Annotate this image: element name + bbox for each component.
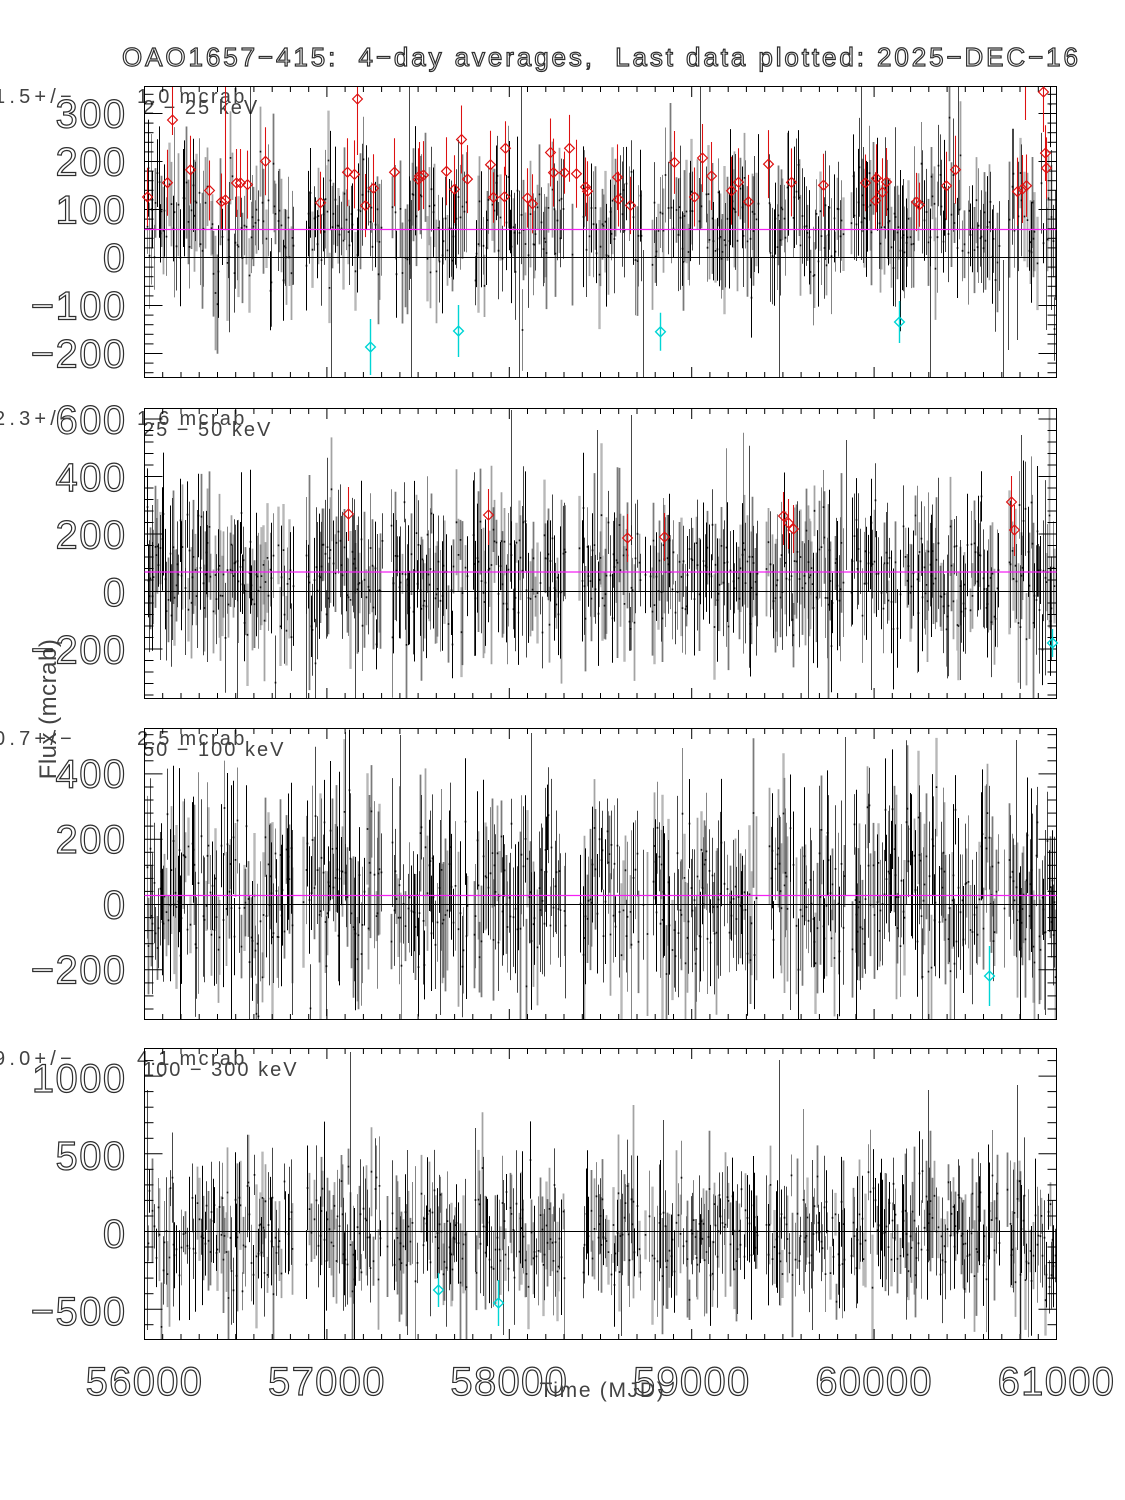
svg-text:0: 0 (103, 883, 127, 927)
svg-text:1000: 1000 (32, 1057, 127, 1101)
svg-text:500: 500 (56, 1135, 127, 1179)
svg-text:−200: −200 (31, 628, 127, 672)
svg-text:0: 0 (103, 571, 127, 615)
svg-text:400: 400 (56, 753, 127, 797)
svg-text:2.3+/−: 2.3+/− (0, 408, 76, 430)
svg-text:2 − 25 keV: 2 − 25 keV (143, 97, 259, 119)
svg-text:25 − 50 keV: 25 − 50 keV (143, 419, 272, 441)
svg-text:Flux (mcrab): Flux (mcrab) (35, 639, 62, 780)
svg-text:9.0+/−: 9.0+/− (0, 1048, 76, 1070)
svg-text:−200: −200 (31, 949, 127, 993)
svg-text:0: 0 (103, 236, 127, 280)
svg-text:−100: −100 (31, 284, 127, 328)
svg-text:100 − 300 keV: 100 − 300 keV (143, 1059, 299, 1081)
svg-text:0.7+/−: 0.7+/− (0, 728, 76, 750)
svg-text:400: 400 (56, 456, 127, 500)
svg-text:−500: −500 (31, 1290, 127, 1334)
svg-text:61000: 61000 (998, 1360, 1116, 1404)
svg-text:600: 600 (56, 398, 127, 442)
svg-text:−200: −200 (31, 332, 127, 376)
svg-text:200: 200 (56, 513, 127, 557)
svg-text:OAO1657−415: 4−day averages,: OAO1657−415: 4−day averages, Last data p… (122, 42, 1081, 72)
svg-text:0: 0 (103, 1212, 127, 1256)
svg-text:100: 100 (56, 188, 127, 232)
svg-text:50 − 100 keV: 50 − 100 keV (143, 739, 285, 761)
svg-text:200: 200 (56, 140, 127, 184)
svg-text:Time (MJD): Time (MJD) (540, 1379, 666, 1402)
svg-text:300: 300 (56, 92, 127, 136)
svg-text:200: 200 (56, 818, 127, 862)
svg-text:59000: 59000 (633, 1360, 751, 1404)
svg-text:1.5+/−: 1.5+/− (0, 86, 76, 108)
svg-text:58000: 58000 (450, 1360, 568, 1404)
svg-text:57000: 57000 (268, 1360, 386, 1404)
svg-text:60000: 60000 (815, 1360, 933, 1404)
svg-text:56000: 56000 (86, 1360, 204, 1404)
